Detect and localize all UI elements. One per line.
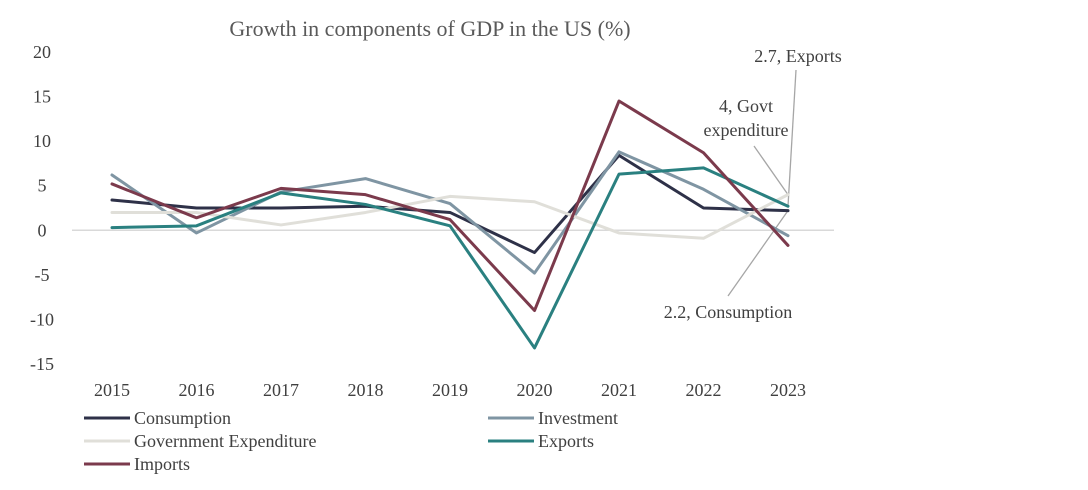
- series-line-exports: [110, 166, 790, 350]
- x-tick-label: 2017: [263, 380, 299, 400]
- x-tick-label: 2019: [432, 380, 468, 400]
- annotation-exports: 2.7, Exports: [754, 46, 842, 66]
- annotation-leader-lines: [727, 69, 797, 297]
- y-tick-label: -5: [35, 265, 50, 285]
- annotation-govt-expenditure-line2: expenditure: [704, 120, 789, 140]
- series-line-imports: [110, 99, 790, 313]
- annotation-leader-line: [787, 69, 797, 207]
- y-tick-label: 0: [38, 220, 47, 240]
- x-tick-label: 2023: [770, 380, 806, 400]
- annotation-govt-expenditure-line1: 4, Govt: [719, 96, 773, 116]
- y-tick-label: 5: [38, 176, 47, 196]
- chart-title: Growth in components of GDP in the US (%…: [229, 16, 630, 41]
- y-tick-label: -15: [30, 354, 54, 374]
- y-axis-ticks: 20 15 10 5 0 -5 -10 -15: [30, 42, 54, 374]
- x-tick-label: 2015: [94, 380, 130, 400]
- x-tick-label: 2021: [601, 380, 637, 400]
- series-line-government-expenditure: [110, 193, 790, 240]
- x-axis-ticks: 2015 2016 2017 2018 2019 2020 2021 2022 2023: [94, 380, 806, 400]
- legend-label: Investment: [538, 408, 618, 428]
- series-lines: [110, 99, 790, 350]
- legend: Consumption Investment Government Expendit…: [84, 408, 618, 474]
- x-tick-label: 2016: [179, 380, 215, 400]
- legend-label: Consumption: [134, 408, 231, 428]
- x-tick-label: 2018: [348, 380, 384, 400]
- annotation-leader-line: [727, 210, 789, 297]
- y-tick-label: 15: [33, 87, 51, 107]
- annotation-leader-line: [753, 145, 789, 196]
- legend-label: Government Expenditure: [134, 431, 316, 451]
- x-tick-label: 2022: [686, 380, 722, 400]
- series-line-investment: [110, 150, 790, 275]
- y-tick-label: 10: [33, 131, 51, 151]
- x-tick-label: 2020: [517, 380, 553, 400]
- y-tick-label: 20: [33, 42, 51, 62]
- legend-label: Imports: [134, 454, 190, 474]
- y-tick-label: -10: [30, 309, 54, 329]
- legend-label: Exports: [538, 431, 594, 451]
- annotation-consumption: 2.2, Consumption: [664, 302, 793, 322]
- annotations: 2.7, Exports 4, Govt expenditure 2.2, Co…: [664, 46, 842, 322]
